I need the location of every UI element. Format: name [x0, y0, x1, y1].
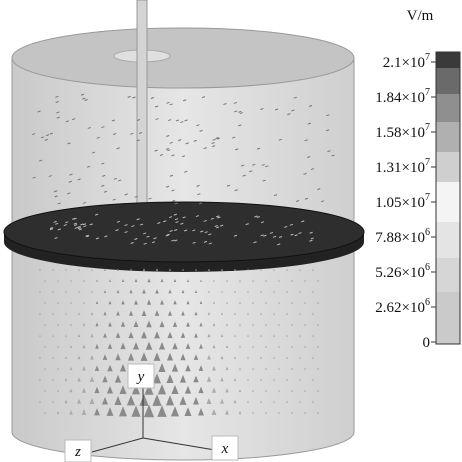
label-base: 0	[423, 335, 431, 351]
colorbar-label: 1.58×107	[375, 122, 430, 141]
colorbar-unit: V/m	[407, 8, 434, 24]
colorbar-label: 1.05×107	[375, 192, 430, 211]
label-base: 2.1×10	[383, 55, 425, 71]
figure: y x z V/m 2.1×1071.84×1071.58×1071.31×10…	[0, 0, 462, 462]
colorbar-labels: 2.1×1071.84×1071.58×1071.31×1071.05×1077…	[375, 52, 436, 351]
colorbar-label: 2.1×107	[383, 52, 430, 71]
colorbar-label: 1.31×107	[375, 157, 430, 176]
label-base: 7.88×10	[375, 230, 425, 246]
axis-y: y	[136, 369, 145, 385]
label-exp: 6	[425, 297, 430, 308]
colorbar-label: 5.26×106	[375, 262, 430, 281]
label-base: 1.05×10	[375, 195, 425, 211]
label-exp: 6	[425, 262, 430, 273]
label-base: 1.84×10	[375, 90, 425, 106]
label-exp: 6	[425, 227, 430, 238]
label-exp: 7	[425, 52, 430, 63]
colorbar	[436, 52, 460, 344]
colorbar-label: 0	[423, 335, 431, 351]
label-base: 2.62×10	[375, 300, 425, 316]
label-exp: 7	[425, 122, 430, 133]
axis-z: z	[74, 444, 81, 460]
label-base: 5.26×10	[375, 265, 425, 281]
label-base: 1.58×10	[375, 125, 425, 141]
label-exp: 7	[425, 157, 430, 168]
colorbar-label: 2.62×106	[375, 297, 430, 316]
colorbar-label: 1.84×107	[375, 87, 430, 106]
label-exp: 7	[425, 87, 430, 98]
axis-x: x	[221, 441, 229, 457]
colorbar-label: 7.88×106	[375, 227, 430, 246]
label-exp: 7	[425, 192, 430, 203]
label-base: 1.31×10	[375, 160, 425, 176]
